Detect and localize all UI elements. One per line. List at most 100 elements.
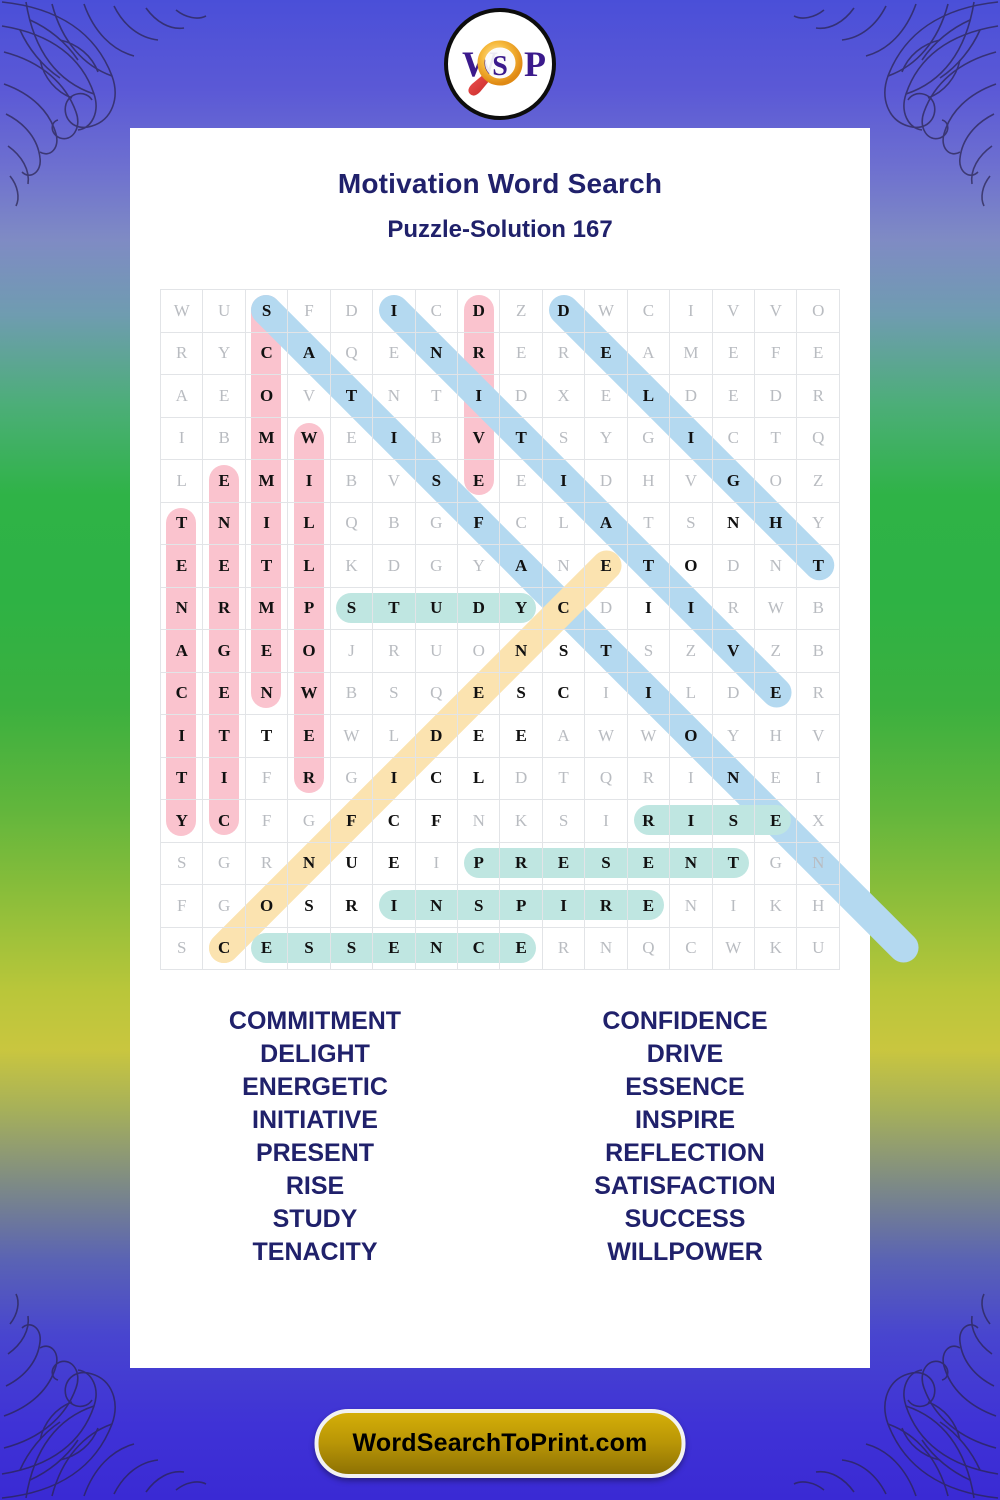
grid-cell[interactable]: S [244, 289, 289, 333]
grid-cell[interactable]: R [159, 331, 204, 375]
grid-cell[interactable]: Q [626, 926, 671, 970]
grid-cell[interactable]: S [457, 884, 501, 928]
grid-cell[interactable]: Z [754, 629, 798, 673]
grid-cell[interactable]: R [499, 841, 543, 885]
grid-cell[interactable]: N [414, 884, 459, 928]
grid-cell[interactable]: L [669, 671, 713, 715]
grid-cell[interactable]: G [202, 884, 246, 928]
grid-cell[interactable]: T [754, 416, 798, 460]
grid-cell[interactable]: P [457, 841, 501, 885]
grid-cell[interactable]: L [541, 501, 586, 545]
grid-cell[interactable]: S [329, 586, 374, 630]
grid-cell[interactable]: T [159, 501, 204, 545]
grid-cell[interactable]: S [159, 841, 204, 885]
grid-cell[interactable]: R [796, 374, 840, 418]
grid-cell[interactable]: H [754, 714, 798, 758]
grid-cell[interactable]: F [287, 289, 331, 333]
grid-cell[interactable]: V [711, 289, 756, 333]
grid-cell[interactable]: I [669, 799, 713, 843]
grid-cell[interactable]: V [372, 459, 416, 503]
grid-cell[interactable]: C [499, 501, 543, 545]
grid-cell[interactable]: I [159, 714, 204, 758]
grid-cell[interactable]: S [541, 416, 586, 460]
grid-cell[interactable]: T [796, 544, 840, 588]
grid-cell[interactable]: W [584, 714, 628, 758]
grid-cell[interactable]: E [754, 756, 798, 800]
grid-cell[interactable]: F [414, 799, 459, 843]
grid-cell[interactable]: E [457, 671, 501, 715]
grid-cell[interactable]: A [499, 544, 543, 588]
grid-cell[interactable]: I [159, 416, 204, 460]
grid-cell[interactable]: H [754, 501, 798, 545]
grid-cell[interactable]: Q [796, 416, 840, 460]
grid-cell[interactable]: K [329, 544, 374, 588]
grid-cell[interactable]: C [159, 671, 204, 715]
grid-cell[interactable]: R [329, 884, 374, 928]
grid-cell[interactable]: G [414, 544, 459, 588]
grid-cell[interactable]: I [244, 501, 289, 545]
grid-cell[interactable]: V [711, 629, 756, 673]
grid-cell[interactable]: E [372, 841, 416, 885]
grid-cell[interactable]: C [414, 289, 459, 333]
grid-cell[interactable]: I [287, 459, 331, 503]
grid-cell[interactable]: U [414, 586, 459, 630]
grid-cell[interactable]: E [457, 714, 501, 758]
grid-cell[interactable]: I [372, 289, 416, 333]
grid-cell[interactable]: K [499, 799, 543, 843]
grid-cell[interactable]: C [414, 756, 459, 800]
grid-cell[interactable]: L [372, 714, 416, 758]
grid-cell[interactable]: T [244, 714, 289, 758]
grid-cell[interactable]: E [584, 331, 628, 375]
grid-cell[interactable]: Y [202, 331, 246, 375]
grid-cell[interactable]: L [626, 374, 671, 418]
grid-cell[interactable]: C [669, 926, 713, 970]
grid-cell[interactable]: Y [159, 799, 204, 843]
grid-cell[interactable]: T [244, 544, 289, 588]
grid-cell[interactable]: I [372, 416, 416, 460]
grid-cell[interactable]: R [202, 586, 246, 630]
grid-cell[interactable]: I [796, 756, 840, 800]
grid-cell[interactable]: W [329, 714, 374, 758]
grid-cell[interactable]: C [202, 926, 246, 970]
grid-cell[interactable]: O [287, 629, 331, 673]
grid-cell[interactable]: B [329, 671, 374, 715]
grid-cell[interactable]: F [244, 799, 289, 843]
grid-cell[interactable]: O [244, 884, 289, 928]
grid-cell[interactable]: R [626, 756, 671, 800]
grid-cell[interactable]: I [414, 841, 459, 885]
grid-cell[interactable]: S [669, 501, 713, 545]
grid-cell[interactable]: Z [499, 289, 543, 333]
grid-cell[interactable]: N [754, 544, 798, 588]
grid-cell[interactable]: N [202, 501, 246, 545]
grid-cell[interactable]: O [754, 459, 798, 503]
grid-cell[interactable]: X [796, 799, 840, 843]
grid-cell[interactable]: D [329, 289, 374, 333]
grid-cell[interactable]: T [626, 544, 671, 588]
grid-cell[interactable]: S [584, 841, 628, 885]
grid-cell[interactable]: C [372, 799, 416, 843]
grid-cell[interactable]: S [287, 884, 331, 928]
grid-cell[interactable]: G [754, 841, 798, 885]
grid-cell[interactable]: N [669, 841, 713, 885]
grid-cell[interactable]: N [499, 629, 543, 673]
grid-cell[interactable]: N [796, 841, 840, 885]
grid-cell[interactable]: C [541, 586, 586, 630]
grid-cell[interactable]: I [584, 799, 628, 843]
grid-cell[interactable]: E [584, 544, 628, 588]
grid-cell[interactable]: N [414, 926, 459, 970]
grid-cell[interactable]: O [796, 289, 840, 333]
grid-cell[interactable]: Y [711, 714, 756, 758]
grid-cell[interactable]: R [244, 841, 289, 885]
grid-cell[interactable]: D [754, 374, 798, 418]
grid-cell[interactable]: R [796, 671, 840, 715]
grid-cell[interactable]: Z [796, 459, 840, 503]
grid-cell[interactable]: R [457, 331, 501, 375]
grid-cell[interactable]: L [287, 501, 331, 545]
grid-cell[interactable]: A [541, 714, 586, 758]
grid-cell[interactable]: L [287, 544, 331, 588]
grid-cell[interactable]: Q [584, 756, 628, 800]
grid-cell[interactable]: D [541, 289, 586, 333]
grid-cell[interactable]: E [499, 331, 543, 375]
grid-cell[interactable]: Y [584, 416, 628, 460]
grid-cell[interactable]: I [711, 884, 756, 928]
